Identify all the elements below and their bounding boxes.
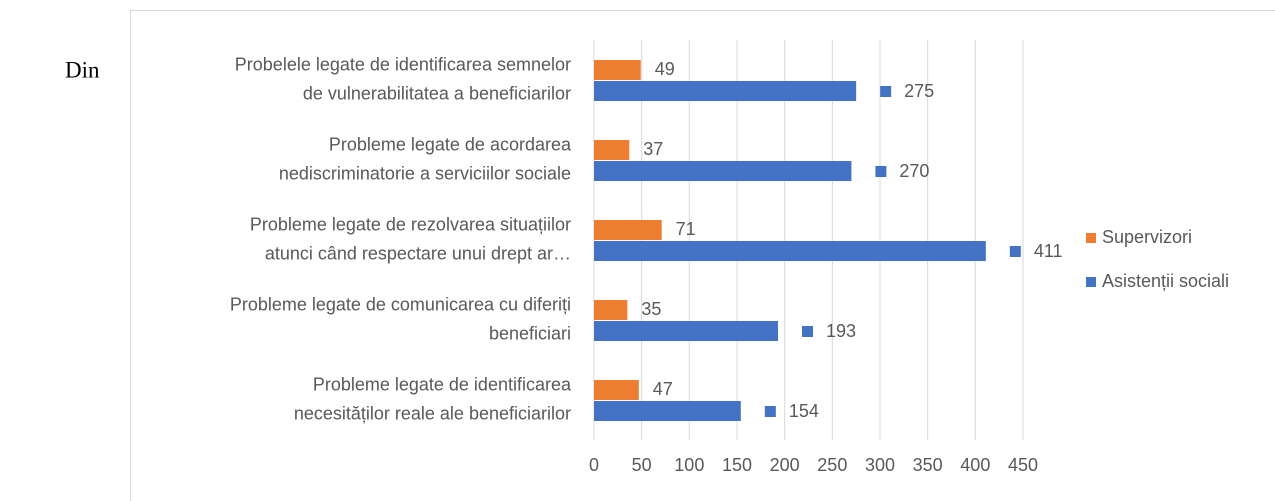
- legend-label: Supervizori: [1102, 227, 1192, 247]
- label-key: [880, 86, 892, 97]
- data-label: 35: [641, 299, 661, 319]
- bar: [594, 60, 641, 80]
- x-tick-label: 0: [589, 455, 599, 475]
- x-tick-label: 100: [674, 455, 704, 475]
- data-label: 411: [1034, 241, 1063, 261]
- bar: [594, 401, 741, 421]
- bar: [594, 300, 628, 320]
- bar: [594, 321, 778, 341]
- y-tick-label: Probleme legate de comunicarea cu diferi…: [230, 294, 571, 343]
- legend-key: [1086, 233, 1096, 243]
- legend-key: [1086, 277, 1096, 287]
- label-key: [801, 326, 813, 337]
- bar: [594, 140, 630, 160]
- x-tick-label: 350: [913, 455, 943, 475]
- y-tick-label: Probleme legate de rezolvarea situațiilo…: [250, 214, 571, 263]
- x-tick-label: 50: [632, 455, 652, 475]
- bar: [594, 220, 662, 240]
- x-tick-label: 450: [1008, 455, 1038, 475]
- x-tick-label: 300: [865, 455, 895, 475]
- bar: [594, 380, 639, 400]
- data-label: 275: [904, 81, 934, 101]
- data-label: 37: [643, 139, 663, 159]
- x-tick-label: 250: [817, 455, 847, 475]
- x-tick-label: 400: [960, 455, 990, 475]
- data-label: 154: [789, 401, 819, 421]
- data-label: 270: [899, 161, 929, 181]
- y-tick-label: Probleme legate de acordarea nediscrimina…: [279, 134, 572, 183]
- data-label: 47: [653, 379, 673, 399]
- label-key: [764, 406, 776, 417]
- bar: [594, 161, 852, 181]
- y-tick-label: Probelele legate de identificarea semnel…: [235, 54, 571, 103]
- x-tick-label: 200: [770, 455, 800, 475]
- bar: [594, 81, 857, 101]
- data-label: 49: [655, 59, 675, 79]
- body-text: Din: [65, 57, 100, 82]
- label-key: [875, 166, 887, 177]
- bar: [594, 241, 986, 261]
- data-label: 193: [826, 321, 856, 341]
- data-label: 71: [676, 219, 696, 239]
- x-tick-label: 150: [722, 455, 752, 475]
- label-key: [1009, 246, 1021, 257]
- legend-label: Asistenții sociali: [1102, 271, 1229, 291]
- y-tick-label: Probleme legate de identificarea necesită…: [294, 374, 572, 423]
